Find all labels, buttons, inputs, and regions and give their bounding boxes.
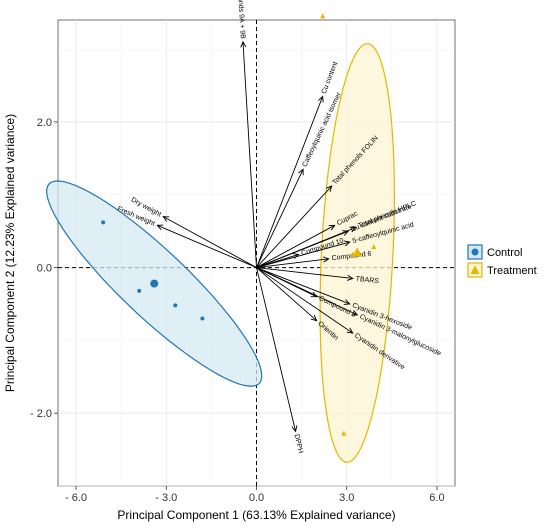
- arrowhead-total-phenols-hplc: [349, 226, 357, 233]
- point-control: [137, 288, 142, 293]
- arrowhead-compound-6: [322, 256, 330, 263]
- arrowhead-cu-content-substrate: [342, 230, 350, 236]
- arrowhead-total-phenols-folin: [325, 185, 333, 192]
- centroid-treatment: [352, 247, 363, 257]
- arrow-compound-10: [256, 254, 299, 268]
- arrow-total-phenols-folin: [256, 185, 333, 268]
- legend-marker-treatment: [470, 265, 480, 274]
- x-tick-label: 6.0: [429, 492, 444, 504]
- arrowhead-dpph: [291, 425, 298, 433]
- legend: Control Treatment: [467, 244, 537, 278]
- arrow-fresh-weight: [157, 224, 257, 268]
- point-control: [101, 220, 106, 225]
- y-axis-title: Principal Component 2 (12.23% Explained …: [3, 114, 17, 392]
- y-tick-label: 0.0: [37, 263, 52, 275]
- arrowhead-compound-10: [292, 253, 300, 259]
- arrow-tbars: [256, 267, 353, 279]
- arrow-compound-6: [256, 258, 329, 269]
- x-axis-title: Principal Component 1 (63.13% Explained …: [117, 508, 395, 522]
- score-points: [101, 13, 377, 436]
- point-control: [173, 303, 178, 308]
- arrow-caffeoylquinic-acid-isomer: [256, 169, 304, 268]
- x-tick-label: - 3.0: [155, 492, 177, 504]
- y-tick-label: 2.0: [37, 117, 52, 129]
- arrow-5-caffeoylquinic-acid: [256, 241, 350, 268]
- arrowhead-cuprac: [328, 224, 336, 231]
- legend-marker-control: [471, 248, 479, 256]
- legend-label-treatment: Treatment: [487, 265, 537, 277]
- centroid-control: [150, 279, 159, 288]
- arrowhead-orientin: [310, 315, 318, 322]
- arrow-dry-weight: [163, 216, 257, 268]
- label-dpph: DPPH: [293, 434, 304, 455]
- arrowhead-cyanidin-3-malonylglucoside: [351, 309, 359, 316]
- point-treatment: [371, 244, 377, 250]
- axis-ticks: - 6.0 - 3.0 0.0 3.0 6.0 - 2.0 0.0 2.0: [30, 117, 445, 504]
- arrowhead-compound-8: [310, 291, 318, 298]
- x-tick-label: 3.0: [339, 492, 354, 504]
- point-treatment: [320, 13, 326, 19]
- arrow-orientin: [256, 267, 317, 322]
- arrowhead-cu-content: [317, 95, 324, 103]
- label-compounds-9a-9b: Compounds 9A + 9B: [235, 0, 246, 39]
- arrowhead-tbars: [346, 274, 354, 281]
- arrowhead-compounds-9a-9b: [240, 40, 247, 48]
- arrow-cuprac: [256, 224, 335, 268]
- arrow-cyanidin-3-hexoside: [256, 267, 350, 305]
- arrowhead-cyanidin-3-hexoside: [343, 299, 351, 305]
- arrowhead-fresh-weight: [156, 224, 164, 231]
- arrowhead-caffeoylquinic-acid-isomer: [298, 168, 304, 176]
- arrow-compounds-9a-9b: [242, 41, 257, 268]
- arrowhead-cyanidin-derivative: [346, 327, 354, 334]
- arrow-cyanidin-derivative: [256, 267, 353, 334]
- y-tick-label: - 2.0: [30, 408, 52, 420]
- arrow-cyanidin-3-malonylglucoside: [256, 267, 358, 316]
- arrowhead-dry-weight: [162, 216, 170, 222]
- point-treatment: [341, 430, 347, 436]
- arrow-cu-content: [256, 96, 324, 268]
- x-tick-label: - 6.0: [65, 492, 87, 504]
- legend-label-control: Control: [487, 247, 522, 259]
- x-tick-label: 0.0: [249, 492, 264, 504]
- arrow-dpph: [256, 267, 297, 432]
- label-tbars: TBARS: [355, 276, 379, 286]
- arrow-cu-content-substrate: [256, 230, 349, 268]
- arrowhead-5-caffeoylquinic-acid: [343, 240, 351, 247]
- point-control: [200, 316, 205, 321]
